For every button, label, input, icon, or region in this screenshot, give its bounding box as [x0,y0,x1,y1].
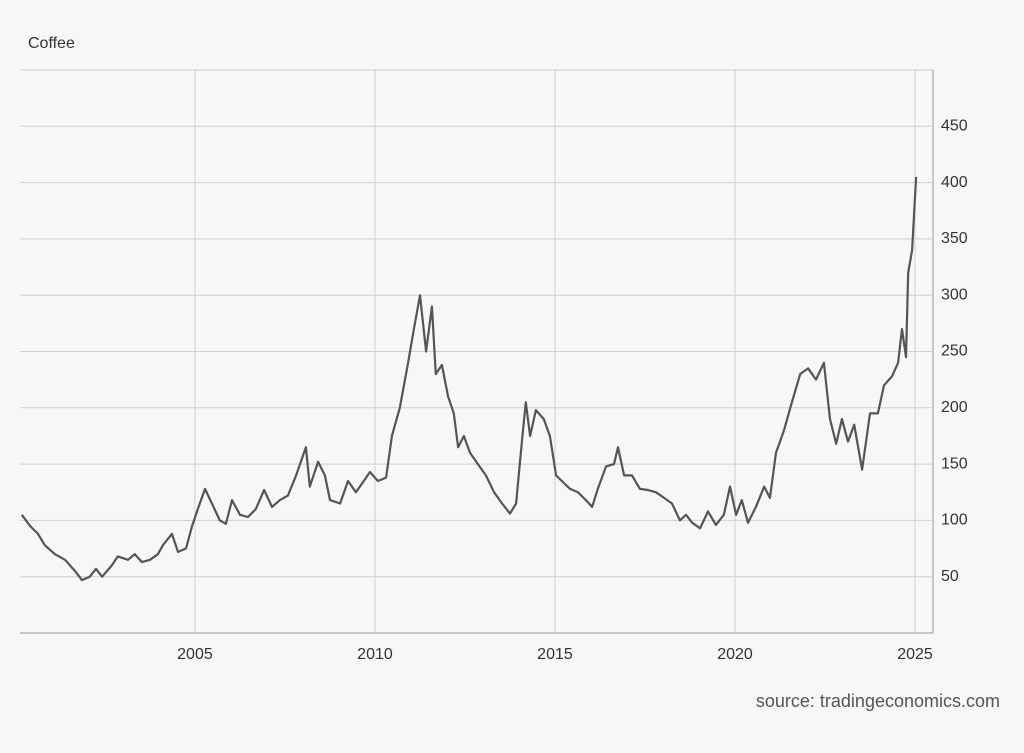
y-tick-label: 300 [941,286,968,303]
x-tick-label: 2020 [717,646,753,663]
y-tick-label: 50 [941,568,959,585]
x-tick-label: 2010 [357,646,393,663]
y-tick-label: 400 [941,174,968,191]
y-tick-label: 250 [941,343,968,360]
x-tick-label: 2025 [897,646,933,663]
x-tick-label: 2005 [177,646,213,663]
y-tick-label: 350 [941,230,968,247]
data-line [20,176,918,582]
x-tick-label: 2015 [537,646,573,663]
y-tick-label: 100 [941,512,968,529]
chart-title: Coffee [28,35,75,52]
source: source: tradingeconomics.com [756,691,1000,711]
y-tick-label: 200 [941,399,968,416]
y-tick-label: 150 [941,455,968,472]
y-tick-label: 450 [941,118,968,135]
